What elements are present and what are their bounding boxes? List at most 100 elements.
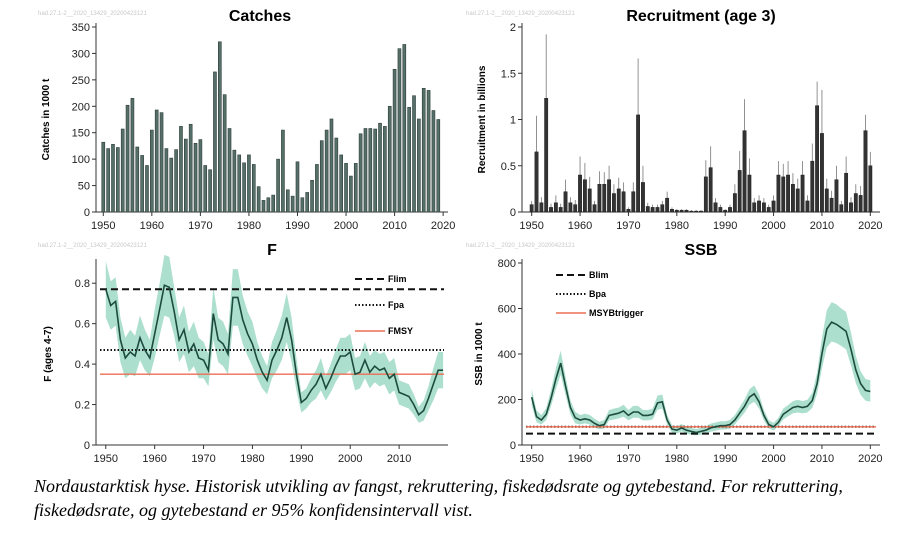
- bar: [689, 210, 694, 213]
- legend-label: Fpa: [388, 300, 405, 310]
- bar: [125, 104, 130, 213]
- bar: [810, 160, 815, 213]
- bar: [529, 204, 534, 213]
- bar: [723, 209, 728, 213]
- x-tick-label: 2010: [810, 453, 834, 465]
- bar: [592, 204, 597, 213]
- bar: [742, 130, 747, 213]
- y-tick-label: 1: [510, 115, 516, 127]
- bar: [159, 112, 164, 213]
- bar: [188, 123, 193, 213]
- bar: [353, 163, 358, 213]
- y-tick-label: 1.5: [501, 68, 516, 80]
- bar: [771, 200, 776, 213]
- bar: [378, 122, 382, 213]
- bar: [665, 197, 670, 213]
- bar: [106, 148, 110, 213]
- y-tick-label: 200: [72, 101, 90, 113]
- bar: [426, 90, 431, 213]
- x-tick-label: 2010: [810, 220, 834, 232]
- panel-F: had.27.1-2__2020_13429_20200423121 F F (ag…: [38, 242, 448, 465]
- y-tick-label: 150: [72, 128, 90, 140]
- bar: [130, 98, 135, 213]
- bar: [266, 197, 271, 213]
- bar: [339, 154, 343, 213]
- bar: [582, 179, 587, 213]
- x-tick-label: 2020: [431, 220, 455, 232]
- x-tick-label: 2000: [334, 220, 358, 232]
- watermark-text: had.27.1-2__2020_13429_20200423121: [38, 11, 147, 17]
- bar: [597, 184, 602, 213]
- series-line: [530, 321, 871, 434]
- y-tick-label: 400: [498, 349, 516, 361]
- x-tick-label: 2000: [761, 453, 785, 465]
- bar: [227, 128, 232, 213]
- y-axis-label: Recruitment in billions: [477, 65, 488, 173]
- bar: [237, 154, 242, 213]
- bar: [626, 209, 631, 213]
- x-tick-label: 1960: [142, 453, 166, 465]
- bar: [193, 142, 198, 213]
- x-tick-label: 2000: [338, 453, 362, 465]
- bar: [578, 174, 582, 213]
- x-tick-label: 1980: [237, 220, 261, 232]
- x-tick-label: 1990: [289, 453, 313, 465]
- bar: [805, 200, 810, 213]
- y-axis-label: SSB in 1000 t: [474, 322, 485, 386]
- y-tick-label: 0.4: [75, 359, 90, 371]
- bar: [392, 68, 397, 213]
- x-tick-label: 1970: [616, 453, 640, 465]
- bar: [844, 172, 849, 213]
- bar: [417, 118, 421, 213]
- bar: [674, 209, 679, 213]
- bar: [849, 202, 853, 213]
- bar: [607, 179, 611, 213]
- x-tick-label: 1970: [188, 220, 212, 232]
- watermark-text: had.27.1-2__2020_13429_20200423121: [38, 243, 147, 249]
- y-tick-label: 0: [84, 207, 90, 219]
- bar: [853, 193, 858, 213]
- bar: [251, 164, 256, 213]
- bar: [747, 174, 752, 213]
- bar: [407, 107, 411, 213]
- bar: [329, 118, 334, 213]
- bar: [218, 41, 222, 213]
- bar: [281, 129, 285, 213]
- bar: [358, 133, 363, 213]
- bar: [368, 128, 373, 213]
- bar: [387, 105, 392, 213]
- figure-caption: Nordaustarktisk hyse. Historisk utviklin…: [34, 476, 843, 520]
- bar: [315, 164, 319, 213]
- bar: [421, 88, 426, 213]
- x-tick-label: 1980: [665, 453, 689, 465]
- y-tick-label: 250: [72, 75, 90, 87]
- bar: [402, 44, 407, 213]
- bar: [140, 155, 144, 213]
- bar: [412, 95, 416, 213]
- bar: [242, 162, 246, 213]
- x-tick-label: 1950: [519, 220, 543, 232]
- bar: [208, 169, 212, 213]
- bar: [203, 165, 208, 213]
- bar: [766, 207, 771, 213]
- bar: [222, 94, 227, 213]
- bar: [684, 209, 689, 213]
- bar: [568, 202, 573, 213]
- bar: [645, 206, 650, 213]
- legend-label: FMSY: [388, 326, 413, 336]
- bar: [650, 207, 655, 213]
- bar: [232, 149, 237, 213]
- bar: [863, 130, 868, 213]
- bar: [829, 197, 834, 213]
- legend-label: Bpa: [589, 289, 607, 299]
- legend-label: MSYBtrigger: [589, 308, 644, 318]
- confidence-band: [531, 302, 871, 436]
- x-tick-label: 1960: [568, 220, 592, 232]
- bar: [101, 141, 106, 213]
- bar: [397, 48, 402, 213]
- chart-title: Recruitment (age 3): [626, 8, 775, 25]
- y-tick-label: 2: [510, 22, 516, 34]
- bar: [120, 128, 125, 213]
- bar: [708, 167, 713, 213]
